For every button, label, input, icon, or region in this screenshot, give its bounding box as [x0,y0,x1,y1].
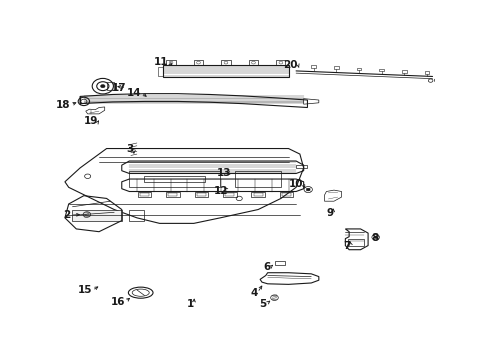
Text: 16: 16 [111,297,125,307]
Text: 19: 19 [84,116,98,126]
Text: 9: 9 [325,208,332,218]
Text: 20: 20 [283,60,297,70]
Text: 13: 13 [216,168,230,178]
Text: 14: 14 [126,87,141,98]
Text: 15: 15 [78,285,92,296]
Text: 7: 7 [343,240,350,251]
Text: 12: 12 [213,186,227,196]
Circle shape [305,188,309,191]
Text: 8: 8 [371,233,378,243]
Text: 18: 18 [56,100,70,110]
Text: 17: 17 [111,82,126,93]
Circle shape [101,85,105,88]
Text: 4: 4 [249,288,257,298]
Text: 3: 3 [126,144,134,154]
Text: 1: 1 [186,299,193,309]
Text: 10: 10 [288,179,302,189]
Polygon shape [72,210,122,221]
Circle shape [373,236,376,238]
Text: 11: 11 [154,57,168,67]
Text: 5: 5 [259,299,266,309]
Text: 6: 6 [263,262,270,272]
Text: 2: 2 [63,210,70,220]
